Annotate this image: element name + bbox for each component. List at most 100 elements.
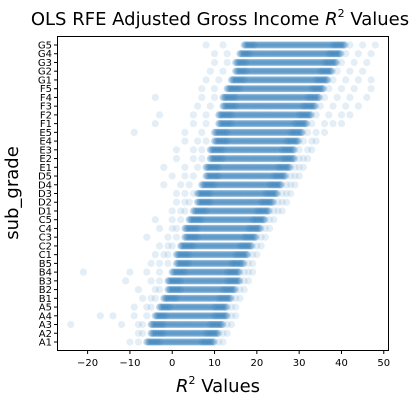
scatter-point	[172, 294, 180, 302]
scatter-point	[218, 303, 226, 311]
scatter-point	[172, 233, 181, 241]
scatter-point	[213, 329, 221, 337]
scatter-point	[146, 338, 154, 346]
scatter-point	[197, 303, 205, 311]
scatter-point	[221, 277, 229, 285]
scatter-point	[236, 294, 244, 302]
scatter-point	[168, 329, 176, 337]
scatter-point	[201, 320, 209, 329]
scatter-point	[226, 277, 234, 285]
scatter-point	[295, 172, 303, 180]
scatter-point	[209, 320, 217, 329]
scatter-point	[148, 329, 156, 337]
scatter-point	[225, 294, 233, 302]
scatter-point	[208, 320, 216, 329]
scatter-point	[198, 320, 206, 329]
scatter-point	[161, 338, 169, 346]
scatter-point	[96, 312, 104, 320]
scatter-point	[185, 268, 193, 276]
scatter-point	[190, 294, 198, 302]
scatter-point	[346, 67, 354, 75]
scatter-point	[209, 338, 217, 346]
scatter-point	[194, 320, 202, 329]
scatter-point	[203, 320, 211, 329]
scatter-point	[202, 312, 210, 320]
scatter-point	[172, 303, 180, 311]
scatter-point	[130, 128, 138, 136]
scatter-point	[177, 268, 185, 276]
scatter-point	[177, 216, 185, 224]
scatter-point	[204, 277, 212, 285]
scatter-point	[219, 303, 228, 311]
scatter-point	[183, 268, 191, 276]
scatter-point	[147, 338, 155, 346]
scatter-point	[193, 268, 201, 276]
scatter-point	[198, 329, 206, 337]
scatter-point	[168, 329, 176, 337]
scatter-point	[224, 286, 232, 294]
scatter-point	[231, 277, 239, 285]
scatter-point	[192, 329, 200, 337]
scatter-point	[215, 286, 223, 294]
scatter-point	[145, 338, 153, 346]
scatter-point	[169, 320, 177, 329]
scatter-point	[227, 111, 236, 119]
chart-title-math: R	[325, 9, 338, 30]
scatter-point	[193, 329, 202, 337]
scatter-point	[174, 277, 182, 285]
scatter-point	[174, 268, 182, 276]
scatter-point	[202, 286, 210, 294]
scatter-point	[169, 277, 177, 285]
scatter-point	[181, 128, 189, 136]
scatter-point	[152, 329, 160, 337]
scatter-point	[169, 338, 177, 346]
scatter-point	[304, 155, 312, 163]
scatter-point	[367, 76, 375, 84]
scatter-point	[174, 320, 182, 329]
scatter-point	[180, 312, 188, 320]
scatter-point	[249, 268, 257, 276]
scatter-point	[139, 320, 147, 329]
scatter-point	[227, 277, 235, 285]
scatter-point	[199, 286, 207, 294]
scatter-point	[184, 320, 192, 329]
scatter-point	[203, 329, 211, 337]
scatter-point	[199, 294, 207, 302]
scatter-point	[209, 320, 217, 329]
scatter-point	[166, 286, 175, 294]
scatter-point	[205, 329, 213, 337]
scatter-point	[155, 224, 164, 232]
scatter-point	[174, 312, 182, 320]
scatter-point	[329, 102, 337, 110]
scatter-point	[210, 312, 218, 320]
scatter-point	[214, 286, 222, 294]
scatter-point	[219, 286, 227, 294]
scatter-point	[202, 338, 210, 346]
scatter-point	[152, 329, 160, 337]
scatter-point	[143, 312, 151, 320]
scatter-point	[175, 338, 183, 346]
scatter-point	[158, 320, 167, 329]
scatter-point	[170, 277, 178, 285]
scatter-point	[156, 312, 164, 320]
scatter-point	[79, 268, 87, 276]
scatter-point	[161, 329, 170, 337]
scatter-point	[186, 303, 194, 311]
x-axis-label-math-sup: 2	[188, 374, 195, 387]
scatter-point	[171, 329, 179, 337]
scatter-point	[178, 277, 187, 285]
scatter-point	[170, 303, 178, 311]
scatter-point	[191, 303, 199, 311]
scatter-point	[226, 286, 234, 294]
scatter-point	[287, 189, 295, 198]
scatter-point	[194, 338, 202, 346]
scatter-point	[165, 338, 173, 346]
scatter-point	[177, 320, 186, 329]
scatter-point	[208, 338, 216, 346]
scatter-point	[147, 329, 155, 337]
scatter-point	[203, 312, 211, 320]
scatter-point	[192, 277, 200, 285]
scatter-point	[200, 286, 208, 294]
scatter-point	[175, 329, 183, 337]
scatter-point	[175, 303, 183, 311]
